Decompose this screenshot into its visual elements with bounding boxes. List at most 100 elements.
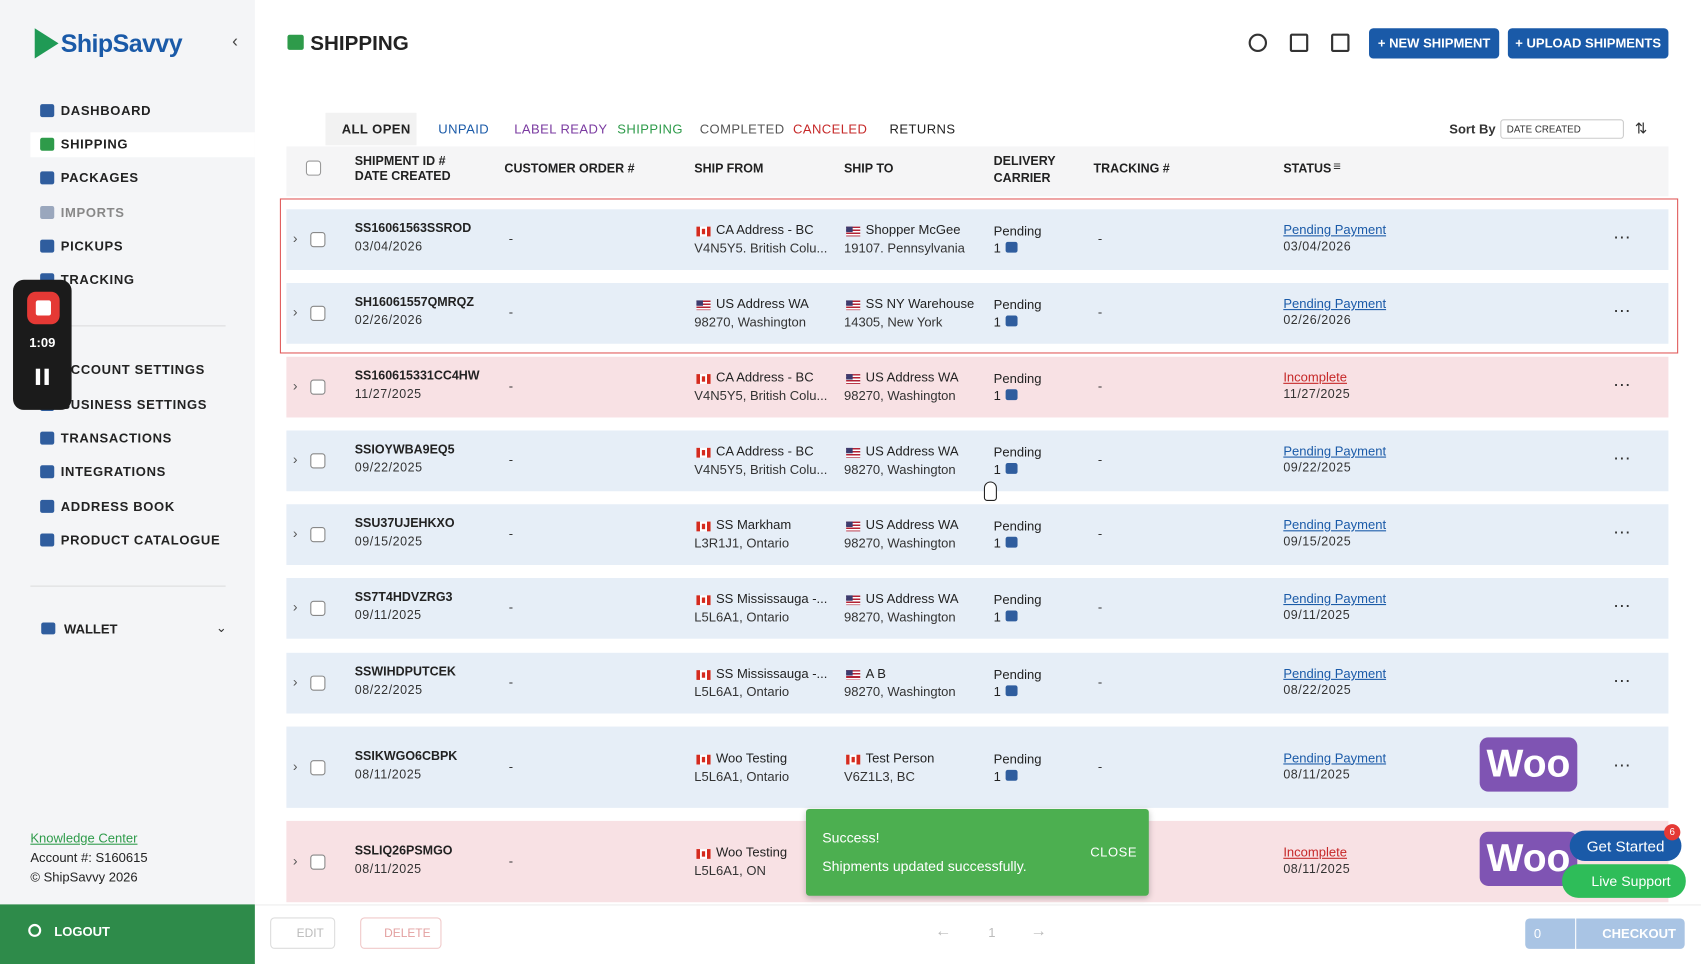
prev-page[interactable]: ← — [935, 921, 952, 941]
status[interactable]: Pending Payment — [1283, 749, 1387, 766]
nav-item[interactable]: ACCOUNT SETTINGS — [60, 362, 205, 378]
nav-item[interactable]: PICKUPS — [60, 238, 124, 254]
row-menu[interactable]: ⋯ — [1613, 756, 1631, 775]
expand-toggle[interactable]: › — [292, 851, 298, 869]
nav-item[interactable]: PACKAGES — [60, 170, 139, 186]
logout[interactable]: LOGOUT — [54, 923, 110, 940]
row-checkbox[interactable] — [310, 453, 326, 469]
select-all[interactable] — [305, 160, 322, 176]
get-started-button[interactable]: Get Started — [1569, 830, 1682, 862]
expand-toggle[interactable]: › — [292, 598, 298, 615]
tab[interactable]: SHIPPING — [617, 121, 683, 137]
nav-item[interactable]: TRANSACTIONS — [60, 430, 172, 446]
nav-item[interactable]: SHIPPING — [60, 136, 129, 152]
status[interactable]: Pending Payment — [1283, 222, 1387, 238]
nav-item[interactable]: ADDRESS BOOK — [60, 498, 175, 515]
cart-button[interactable]: 0 — [1525, 918, 1576, 949]
live-support-button[interactable]: Live Support — [1562, 864, 1686, 898]
tab[interactable]: RETURNS — [889, 121, 956, 137]
download-icon[interactable] — [1331, 33, 1350, 53]
nav-item[interactable]: IMPORTS — [60, 204, 125, 221]
status[interactable]: Pending Payment — [1283, 665, 1387, 682]
new-shipment-button[interactable]: + NEW SHIPMENT — [1369, 28, 1500, 59]
row-checkbox[interactable] — [310, 232, 326, 248]
row-menu[interactable]: ⋯ — [1613, 302, 1631, 321]
shipment-row[interactable] — [286, 726, 1669, 808]
sort-select[interactable]: DATE CREATED — [1500, 119, 1624, 139]
delete-button[interactable]: DELETE — [360, 917, 442, 949]
shipment-row[interactable] — [286, 209, 1669, 271]
expand-toggle[interactable]: › — [292, 757, 298, 774]
row-checkbox[interactable] — [310, 305, 326, 321]
shipment-id[interactable]: SSLIQ26PSMGO — [354, 844, 453, 858]
nav-item[interactable]: INTEGRATIONS — [60, 464, 166, 480]
row-menu[interactable]: ⋯ — [1613, 376, 1631, 395]
checkout-button[interactable]: CHECKOUT — [1576, 918, 1685, 949]
edit-button[interactable]: EDIT — [270, 917, 336, 949]
status[interactable]: Incomplete — [1283, 844, 1347, 860]
row-menu[interactable]: ⋯ — [1613, 450, 1631, 469]
nav-item[interactable]: BUSINESS SETTINGS — [60, 396, 208, 413]
shipment-row[interactable] — [286, 504, 1669, 565]
tab[interactable]: CANCELED — [792, 121, 868, 137]
nav-item[interactable]: PRODUCT CATALOGUE — [60, 532, 221, 548]
tab[interactable]: UNPAID — [438, 121, 490, 137]
filter-icon[interactable] — [1289, 33, 1309, 53]
shipment-id[interactable]: SSIOYWBA9EQ5 — [354, 443, 455, 457]
record-pause[interactable] — [35, 368, 41, 385]
nav-item[interactable]: DASHBOARD — [60, 103, 152, 119]
shipment-id[interactable]: SSU37UJEHKXO — [354, 517, 455, 531]
status[interactable]: Pending Payment — [1283, 517, 1387, 533]
knowledge-link[interactable]: Knowledge Center — [30, 830, 138, 846]
shipment-id[interactable]: SH16061557QMRQZ — [354, 296, 475, 310]
collapse-button[interactable]: ‹ — [232, 32, 238, 51]
shipment-row[interactable] — [286, 283, 1669, 344]
shipment-row[interactable] — [286, 577, 1669, 639]
logout-bar[interactable] — [0, 904, 255, 964]
next-page[interactable]: → — [1030, 921, 1047, 941]
row-menu[interactable]: ⋯ — [1613, 228, 1631, 248]
row-checkbox[interactable] — [310, 379, 326, 395]
row-menu[interactable]: ⋯ — [1613, 597, 1631, 616]
expand-toggle[interactable]: › — [292, 377, 298, 394]
row-checkbox[interactable] — [310, 600, 326, 616]
shipment-id[interactable]: SSIKWGO6CBPK — [354, 749, 458, 763]
nav-item[interactable]: TRACKING — [60, 272, 135, 288]
tab[interactable]: ALL OPEN — [341, 121, 411, 137]
status[interactable]: Pending Payment — [1283, 443, 1387, 459]
shipment-row[interactable] — [286, 652, 1669, 714]
status[interactable]: Incomplete — [1283, 369, 1347, 385]
upload-button[interactable]: + UPLOAD SHIPMENTS — [1507, 28, 1669, 59]
expand-toggle[interactable]: › — [292, 303, 298, 320]
tab[interactable]: COMPLETED — [699, 121, 785, 137]
shipment-id[interactable]: SS7T4HDVZRG3 — [354, 590, 453, 605]
shipment-id[interactable]: SSWIHDPUTCEK — [354, 665, 456, 679]
row-checkbox[interactable] — [310, 527, 326, 543]
row-checkbox[interactable] — [310, 853, 326, 870]
expand-toggle[interactable]: › — [292, 524, 298, 542]
status-filter[interactable]: ≡ — [1333, 158, 1341, 174]
shipment-row[interactable] — [286, 430, 1669, 492]
status[interactable]: Pending Payment — [1283, 590, 1387, 607]
row-menu[interactable]: ⋯ — [1613, 672, 1631, 691]
record-pause[interactable] — [44, 368, 49, 385]
shipment-id[interactable]: SS160615331CC4HW — [354, 369, 480, 383]
row-checkbox[interactable] — [310, 759, 326, 775]
shipment-row[interactable] — [286, 356, 1669, 418]
toast-message: Shipments updated successfully. — [822, 857, 1027, 875]
expand-toggle[interactable]: › — [292, 451, 298, 468]
expand-toggle[interactable]: › — [292, 673, 298, 690]
status[interactable]: Pending Payment — [1283, 296, 1387, 312]
row-checkbox[interactable] — [310, 675, 326, 691]
tab[interactable]: LABEL READY — [514, 121, 608, 137]
shipment-id[interactable]: SS16061563SSROD — [354, 222, 472, 236]
toast-close[interactable]: CLOSE — [1090, 844, 1138, 860]
wallet[interactable]: WALLET — [64, 621, 118, 637]
wallet-toggle[interactable]: ⌄ — [215, 620, 227, 636]
expand-toggle[interactable]: › — [292, 229, 298, 247]
column-header: SHIP TO — [843, 162, 894, 176]
from-address: L5L6A1, ON — [694, 862, 766, 878]
sort-direction[interactable]: ⇅ — [1634, 119, 1648, 137]
search-icon[interactable] — [1248, 33, 1268, 53]
row-menu[interactable]: ⋯ — [1613, 523, 1631, 543]
